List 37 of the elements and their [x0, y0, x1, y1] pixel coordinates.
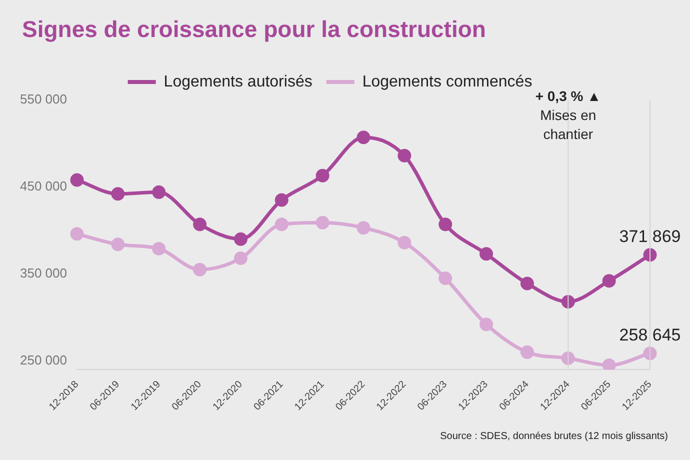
point [234, 252, 248, 266]
ref-line-label: + 0,3 % ▲ Mises en chantier [535, 88, 601, 142]
point [480, 247, 494, 261]
point [152, 185, 166, 199]
source-note: Source : SDES, données brutes (12 mois glissants) [440, 431, 668, 442]
y-tick-label: 550 000 [20, 92, 67, 107]
point [356, 221, 370, 235]
y-tick-label: 250 000 [20, 352, 67, 368]
point [398, 236, 412, 250]
y-tick-label: 450 000 [20, 178, 67, 194]
point [111, 238, 125, 252]
chart-title: Signes de croissance pour la construction [22, 16, 486, 43]
point [274, 193, 288, 207]
point [152, 242, 166, 256]
point [111, 187, 125, 201]
point [316, 216, 330, 230]
data-label: 371 869 [619, 227, 681, 246]
point [193, 218, 207, 232]
point [70, 173, 84, 187]
point [356, 130, 370, 144]
data-label: 258 645 [619, 326, 681, 345]
point [70, 227, 84, 241]
point [520, 345, 534, 359]
point [480, 318, 494, 332]
point [602, 358, 616, 370]
point [438, 218, 452, 232]
y-tick-label: 350 000 [20, 265, 67, 280]
point [438, 272, 452, 286]
point [234, 232, 248, 246]
point [316, 168, 330, 182]
point [398, 148, 412, 162]
point [274, 218, 288, 232]
legend-label: Logements commencés [362, 73, 532, 90]
legend-label: Logements autorisés [164, 73, 312, 90]
point [520, 276, 534, 290]
point [193, 262, 207, 276]
point [602, 274, 616, 288]
